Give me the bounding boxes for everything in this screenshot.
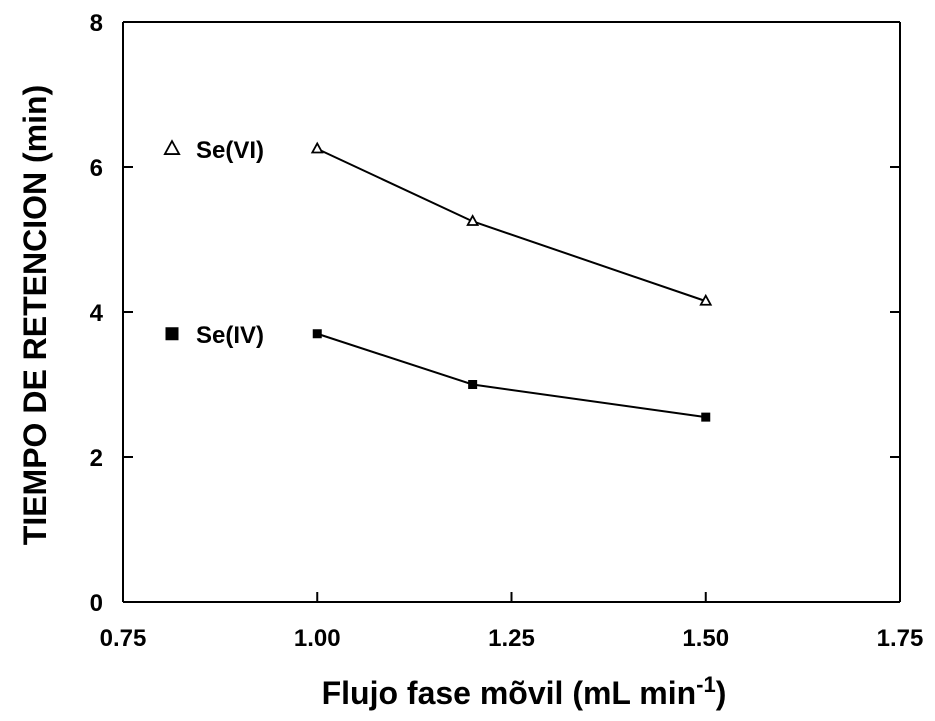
legend-label-2: Se(IV) bbox=[196, 322, 264, 349]
series-line-1 bbox=[316, 147, 707, 303]
plot-frame bbox=[122, 21, 901, 603]
y-tick-label: 2 bbox=[90, 445, 103, 472]
data-point bbox=[466, 214, 480, 226]
legend-marker-1 bbox=[163, 139, 181, 155]
series-line-2 bbox=[316, 332, 706, 419]
y-axis-title: TIEMPO DE RETENCION (min) bbox=[17, 85, 53, 545]
x-tick-label: 1.00 bbox=[294, 625, 341, 652]
y-axis-ticks: 0 2 4 6 8 bbox=[90, 10, 900, 617]
x-tick-label: 1.25 bbox=[488, 625, 535, 652]
y-tick-label: 8 bbox=[90, 10, 103, 37]
legend-label-1: Se(VI) bbox=[196, 137, 264, 164]
y-tick-label: 0 bbox=[90, 590, 103, 617]
y-tick-label: 6 bbox=[90, 155, 103, 182]
x-tick-label: 0.75 bbox=[100, 625, 147, 652]
x-axis-title-superscript: -1 bbox=[696, 672, 716, 697]
x-axis-title-main: Flujo fase mõvil (mL min bbox=[322, 675, 697, 711]
legend-marker-2 bbox=[165, 327, 179, 341]
legend: Se(VI) Se(IV) bbox=[163, 137, 264, 349]
data-point bbox=[701, 412, 711, 422]
data-point bbox=[310, 141, 324, 154]
data-point bbox=[468, 380, 478, 389]
data-point bbox=[699, 293, 713, 306]
y-tick-label: 4 bbox=[90, 300, 104, 327]
x-axis-ticks: 0.75 1.00 1.25 1.50 1.75 bbox=[100, 592, 924, 652]
x-axis-title-close: ) bbox=[716, 675, 727, 711]
x-axis-title: Flujo fase mõvil (mL min-1) bbox=[322, 672, 727, 711]
series-layer bbox=[310, 141, 713, 422]
x-tick-label: 1.75 bbox=[877, 625, 924, 652]
data-point bbox=[312, 329, 322, 339]
x-tick-label: 1.50 bbox=[682, 625, 729, 652]
